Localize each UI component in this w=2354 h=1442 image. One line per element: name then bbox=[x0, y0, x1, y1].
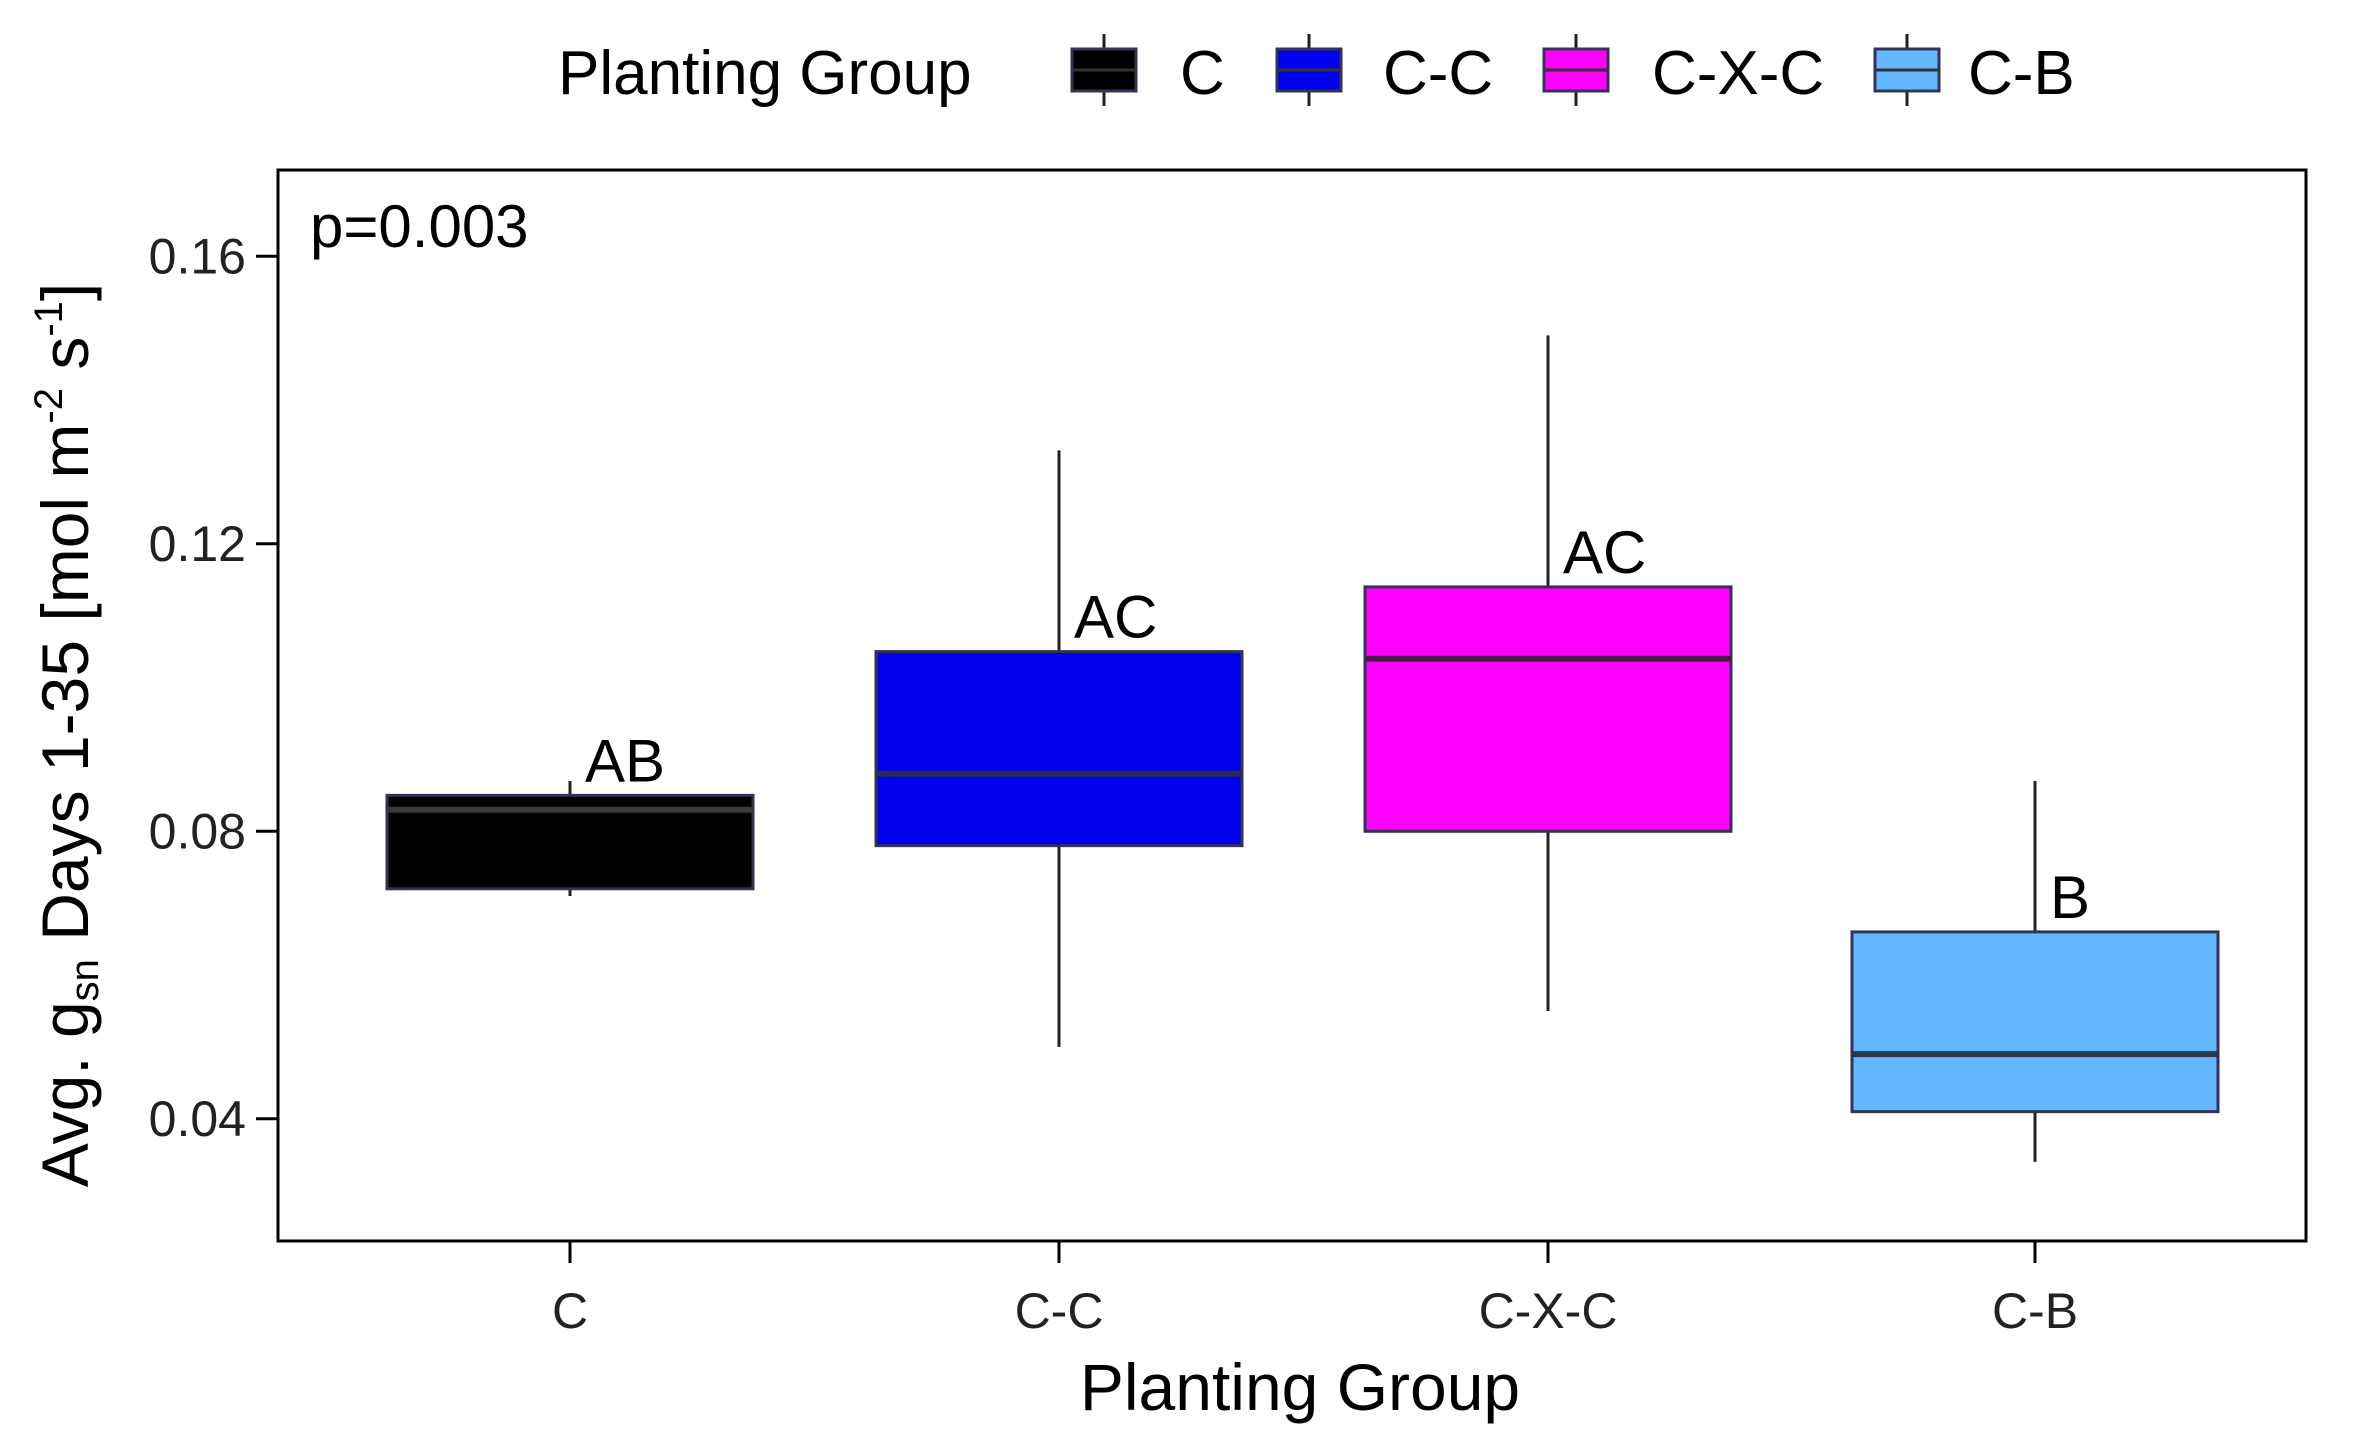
x-tick-label: C bbox=[552, 1283, 588, 1339]
legend-label: C-X-C bbox=[1652, 39, 1824, 108]
box-iqr bbox=[1850, 930, 2220, 1114]
legend-label: C bbox=[1180, 39, 1225, 108]
y-title-sup2: -1 bbox=[27, 301, 71, 337]
y-title-suffix: ] bbox=[28, 283, 102, 301]
box-C-C: AC bbox=[874, 450, 1244, 1047]
box-C-B: B bbox=[1850, 780, 2220, 1162]
x-axis: C C-C C-X-C C-B bbox=[552, 1241, 2078, 1339]
legend-label: C-B bbox=[1968, 39, 2075, 108]
legend-item-C: C bbox=[1070, 34, 1225, 108]
y-tick-label: 0.08 bbox=[149, 803, 246, 859]
y-title-prefix: Avg. g bbox=[28, 1001, 102, 1187]
boxes: AB AC AC B bbox=[385, 335, 2220, 1162]
plot-frame bbox=[276, 168, 2308, 1243]
x-tick-label: C-B bbox=[1992, 1283, 2078, 1339]
y-title-mid2: s bbox=[28, 337, 102, 388]
y-title-subscript: sn bbox=[63, 959, 107, 1001]
y-tick-label: 0.16 bbox=[149, 228, 246, 284]
box-C-X-C: AC bbox=[1363, 335, 1733, 1011]
y-tick-label: 0.12 bbox=[149, 516, 246, 572]
y-title-sup1: -2 bbox=[27, 388, 71, 424]
x-tick-label: C-C bbox=[1015, 1283, 1104, 1339]
box-C: AB bbox=[385, 727, 755, 896]
y-axis: 0.04 0.08 0.12 0.16 bbox=[149, 228, 278, 1147]
significance-letter: AC bbox=[1074, 584, 1157, 651]
y-title-mid: Days 1-35 [mol m bbox=[28, 424, 102, 959]
legend-title: Planting Group bbox=[558, 39, 972, 108]
legend-item-C-C: C-C bbox=[1275, 34, 1493, 108]
p-value-annotation: p=0.003 bbox=[310, 193, 529, 260]
y-axis-title: Avg. gsn Days 1-35 [mol m-2 s-1] bbox=[27, 283, 107, 1188]
box-iqr bbox=[874, 650, 1244, 848]
significance-letter: B bbox=[2050, 864, 2090, 931]
legend: Planting Group C C-C C-X-C C-B bbox=[558, 34, 2075, 108]
x-axis-title: Planting Group bbox=[1080, 1350, 1520, 1424]
x-tick-label: C-X-C bbox=[1479, 1283, 1618, 1339]
legend-item-C-B: C-B bbox=[1873, 34, 2075, 108]
significance-letter: AB bbox=[585, 727, 665, 794]
y-tick-label: 0.04 bbox=[149, 1091, 246, 1147]
significance-letter: AC bbox=[1563, 519, 1646, 586]
box-iqr bbox=[1363, 585, 1733, 833]
legend-item-C-X-C: C-X-C bbox=[1542, 34, 1824, 108]
legend-label: C-C bbox=[1383, 39, 1493, 108]
